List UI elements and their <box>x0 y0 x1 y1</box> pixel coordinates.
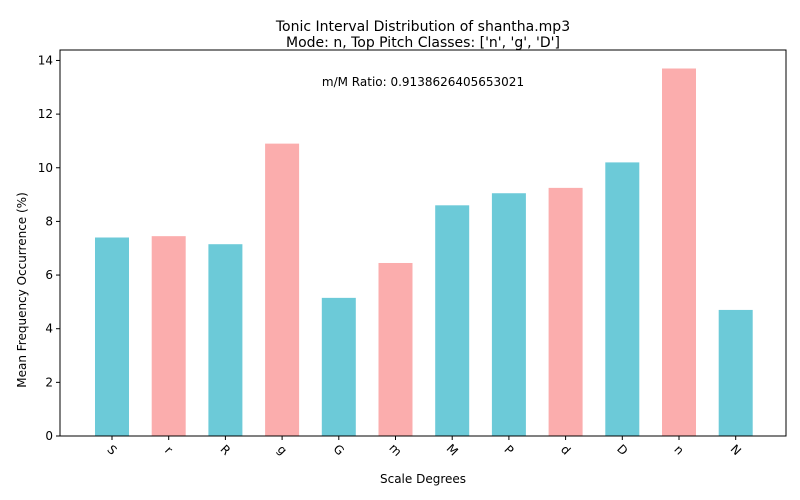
x-tick-label: N <box>728 442 744 458</box>
bar-D <box>605 162 640 437</box>
bar-r <box>151 236 186 436</box>
bar-R <box>208 244 243 436</box>
y-ticks-group: 0 2 4 6 8 10 12 14 <box>38 53 60 443</box>
plot-frame <box>59 49 787 437</box>
bar-M <box>435 205 470 436</box>
x-tick-label: M <box>444 441 461 458</box>
bar-g <box>265 143 300 436</box>
x-tick-label: D <box>614 442 630 458</box>
y-tick-label: 12 <box>38 107 53 121</box>
bar-n <box>662 68 696 436</box>
bar-m <box>378 262 413 436</box>
bar-d <box>548 187 583 436</box>
y-tick-label: 2 <box>45 375 53 389</box>
annotation: m/M Ratio: 0.9138626405653021 <box>322 75 524 89</box>
x-tick-label: P <box>501 442 516 457</box>
bars-group <box>95 68 753 437</box>
chart-title: Tonic Interval Distribution of shantha.m… <box>275 19 570 35</box>
chart-subtitle: Mode: n, Top Pitch Classes: ['n', 'g', '… <box>286 35 560 51</box>
x-tick-label: S <box>104 442 119 457</box>
x-tick-label: d <box>558 442 573 457</box>
y-tick-label: 0 <box>45 429 53 443</box>
x-axis-label: Scale Degrees <box>380 472 466 486</box>
x-tick-label: R <box>218 442 234 458</box>
x-tick-label: g <box>274 442 289 457</box>
y-tick-label: 8 <box>45 214 53 228</box>
y-tick-label: 6 <box>45 268 53 282</box>
y-axis-label: Mean Frequency Occurrence (%) <box>15 192 29 388</box>
x-tick-label: r <box>162 443 175 456</box>
bar-G <box>321 297 356 436</box>
x-tick-label: n <box>671 442 686 457</box>
y-tick-label: 14 <box>38 53 53 67</box>
x-tick-label: m <box>386 441 404 459</box>
y-tick-label: 10 <box>38 161 53 175</box>
y-tick-label: 4 <box>45 322 53 336</box>
bar-N <box>718 309 753 436</box>
x-tick-label: G <box>331 442 347 458</box>
bar-P <box>491 193 526 436</box>
bar-S <box>95 237 129 436</box>
